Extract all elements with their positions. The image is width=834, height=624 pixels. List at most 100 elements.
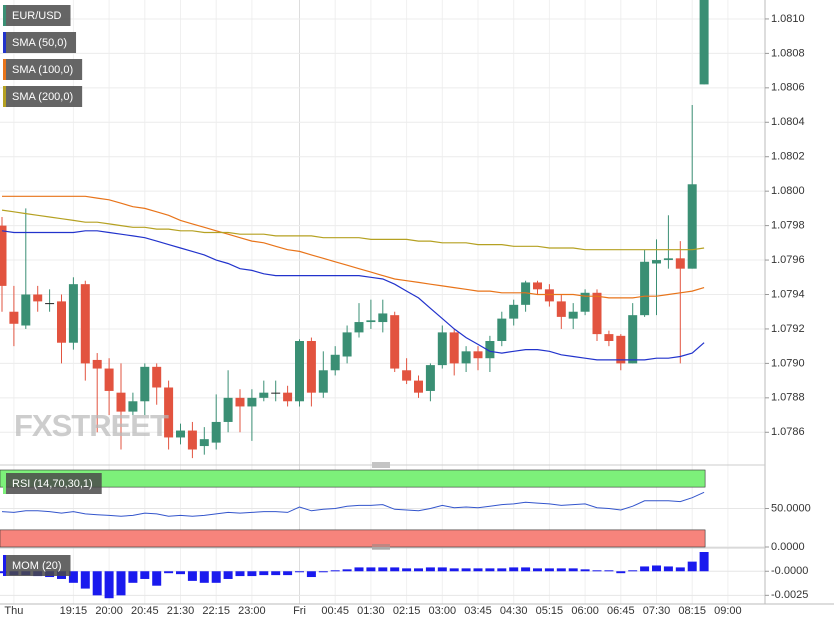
bar <box>187 571 197 581</box>
overlay: FXSTREET EUR/USD SMA (50,0) SMA (100,0) SMA … <box>3 5 170 576</box>
legend-label: SMA (200,0) <box>12 91 73 103</box>
y-tick-label: 1.0796 <box>771 254 805 266</box>
legend-box <box>3 555 71 576</box>
legend-swatch <box>3 555 6 576</box>
legend-swatch <box>3 5 6 26</box>
candle-body <box>21 294 31 326</box>
marks <box>0 0 709 599</box>
x-tick-label: 03:45 <box>464 605 492 617</box>
x-tick-label: 08:15 <box>678 605 706 617</box>
bar <box>687 561 697 572</box>
y-tick-label: 1.0810 <box>771 13 805 25</box>
candle-body <box>0 225 7 286</box>
candle-body <box>425 365 435 391</box>
bar <box>342 569 352 572</box>
candle-body <box>259 392 269 398</box>
bar <box>152 571 162 586</box>
candle-body <box>199 439 209 447</box>
x-tick-label: 04:30 <box>500 605 528 617</box>
candle-body <box>330 354 340 371</box>
candle-body <box>80 284 90 364</box>
bar <box>652 565 661 572</box>
candle-body <box>485 341 495 359</box>
candle-body <box>164 387 174 438</box>
bar <box>211 571 221 583</box>
bar <box>140 571 150 579</box>
candle-body <box>342 332 352 357</box>
bar <box>449 568 459 572</box>
candle-body <box>628 315 638 364</box>
bar <box>437 567 447 572</box>
bar <box>390 567 400 572</box>
y-tick-label: 1.0798 <box>771 220 805 232</box>
line <box>1 230 705 361</box>
candle-body <box>616 335 626 364</box>
y-tick-label: 1.0808 <box>771 47 805 59</box>
x-tick-label: 23:00 <box>238 605 266 617</box>
candle-body <box>57 301 66 343</box>
legend-label: MOM (20) <box>12 560 62 572</box>
bar <box>116 571 126 596</box>
oversold-band <box>0 529 706 548</box>
x-tick-label: 03:00 <box>429 605 457 617</box>
bar <box>259 571 269 576</box>
panel-grip <box>372 544 390 550</box>
candle-body <box>283 392 293 402</box>
bar <box>473 568 483 572</box>
candle-body <box>449 332 459 364</box>
y-tick-label: 0.0000 <box>771 541 805 553</box>
candle-body <box>271 392 281 394</box>
candle-body <box>354 322 364 333</box>
legend-box <box>3 473 102 494</box>
legend-label: EUR/USD <box>12 10 62 22</box>
candle-body <box>104 368 114 391</box>
bar <box>414 568 423 572</box>
line <box>1 491 705 517</box>
line <box>1 209 705 251</box>
candle-body <box>556 301 566 317</box>
candle-body <box>33 294 43 302</box>
x-tick-label: 20:45 <box>131 605 159 617</box>
legend-label: SMA (100,0) <box>12 64 73 76</box>
legend-box <box>3 86 83 107</box>
bar <box>521 567 531 572</box>
bar <box>68 571 78 583</box>
bar <box>247 571 257 577</box>
watermark: FXSTREET <box>14 408 169 443</box>
bar <box>378 567 388 572</box>
candle-body <box>187 430 197 450</box>
candle-body <box>663 258 673 261</box>
candle-body <box>211 421 221 443</box>
bar <box>283 571 293 576</box>
legend-swatch <box>3 473 6 494</box>
x-tick-label: 02:15 <box>393 605 421 617</box>
x-tick-label: 06:00 <box>571 605 599 617</box>
bar <box>330 570 340 572</box>
bar <box>92 571 102 596</box>
candle-body <box>687 184 697 269</box>
y-tick-label: 1.0786 <box>771 426 805 438</box>
bar <box>699 552 709 572</box>
bar <box>128 571 138 583</box>
bar <box>164 571 174 574</box>
x-tick-label: Fri <box>293 605 306 617</box>
candle-body <box>306 341 316 393</box>
bar <box>533 568 542 572</box>
candle-body <box>509 304 519 319</box>
x-tick-label: 19:15 <box>60 605 88 617</box>
candle-body <box>604 334 614 341</box>
legend-box <box>3 59 83 80</box>
bar <box>176 571 185 575</box>
x-tick-label: 07:30 <box>643 605 671 617</box>
candle-body <box>318 370 328 393</box>
candle-body <box>652 260 661 264</box>
candle-body <box>461 351 471 364</box>
bar <box>580 569 590 572</box>
panel-grip <box>372 462 390 468</box>
candle-body <box>152 366 162 388</box>
candle-body <box>128 401 138 412</box>
x-tick-label: 06:45 <box>607 605 635 617</box>
candle-body <box>45 303 55 305</box>
y-tick-label: 1.0804 <box>771 116 805 128</box>
